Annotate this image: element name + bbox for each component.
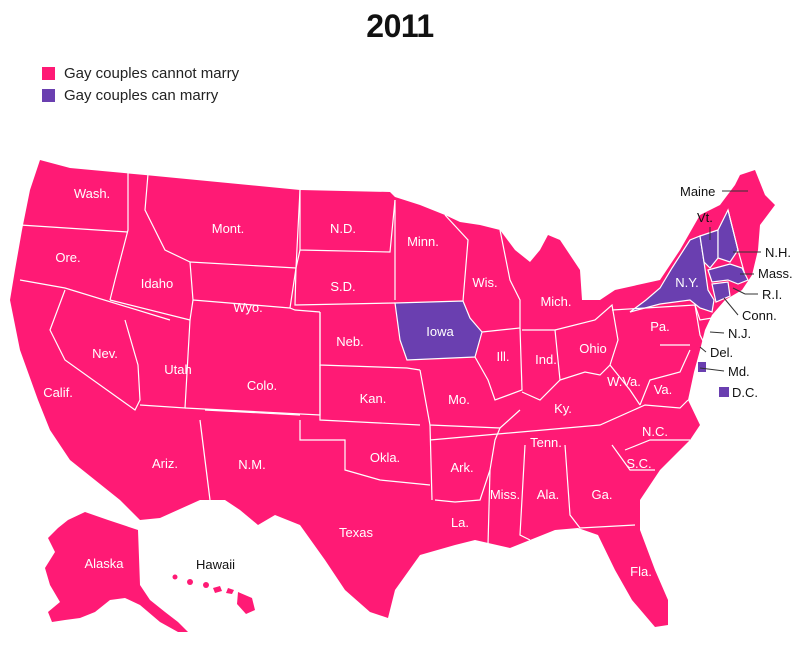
state-label-tenn: Tenn. — [530, 435, 562, 450]
state-label-vt: Vt. — [697, 210, 713, 225]
state-label-sd: S.D. — [330, 279, 355, 294]
state-label-nd: N.D. — [330, 221, 356, 236]
state-label-wyo: Wyo. — [233, 300, 263, 315]
state-label-texas: Texas — [339, 525, 373, 540]
legend-label-can-marry: Gay couples can marry — [64, 86, 219, 104]
state-label-colo: Colo. — [247, 378, 277, 393]
state-label-hawaii: Hawaii — [196, 557, 235, 572]
leader-del — [699, 346, 707, 353]
state-label-neb: Neb. — [336, 334, 363, 349]
state-borders — [19, 172, 746, 546]
state-label-alaska: Alaska — [84, 556, 124, 571]
state-label-conn: Conn. — [742, 308, 777, 323]
state-shape-iowa — [394, 300, 483, 361]
state-label-ind: Ind. — [535, 352, 557, 367]
state-shape-conn — [711, 281, 731, 303]
state-label-wash: Wash. — [74, 186, 110, 201]
state-label-ohio: Ohio — [579, 341, 606, 356]
leader-md — [699, 367, 725, 372]
state-label-minn: Minn. — [407, 234, 439, 249]
state-label-idaho: Idaho — [141, 276, 174, 291]
state-label-mont: Mont. — [212, 221, 245, 236]
state-label-sc: S.C. — [626, 456, 651, 471]
state-label-kan: Kan. — [360, 391, 387, 406]
state-label-calif: Calif. — [43, 385, 73, 400]
state-label-mass: Mass. — [758, 266, 793, 281]
state-shape-hawaii — [172, 574, 255, 614]
state-label-ala: Ala. — [537, 487, 559, 502]
state-label-ariz: Ariz. — [152, 456, 178, 471]
state-label-ga: Ga. — [592, 487, 613, 502]
state-label-ny: N.Y. — [675, 275, 699, 290]
state-label-fla: Fla. — [630, 564, 652, 579]
state-label-nh: N.H. — [765, 245, 791, 260]
state-label-ill: Ill. — [497, 349, 510, 364]
state-label-la: La. — [451, 515, 469, 530]
state-label-okla: Okla. — [370, 450, 400, 465]
state-shape-vt — [699, 229, 719, 269]
state-label-nev: Nev. — [92, 346, 118, 361]
state-label-maine: Maine — [680, 184, 715, 199]
legend-swatch-cannot-marry — [42, 66, 55, 80]
state-shape-mass — [707, 263, 749, 285]
state-label-dc: D.C. — [732, 385, 758, 400]
state-label-nc: N.C. — [642, 424, 668, 439]
legend-label-cannot-marry: Gay couples cannot marry — [64, 64, 240, 82]
state-label-nj: N.J. — [728, 326, 751, 341]
continental-us-shape — [10, 160, 775, 627]
state-shape-alaska — [45, 512, 188, 632]
state-label-miss: Miss. — [490, 487, 520, 502]
state-label-wis: Wis. — [472, 275, 497, 290]
leader-conn — [723, 297, 739, 316]
state-label-va: Va. — [654, 382, 673, 397]
state-label-ri: R.I. — [762, 287, 782, 302]
state-shape-nh — [717, 208, 739, 263]
legend-swatch-can-marry — [42, 88, 55, 102]
dc-swatch — [719, 387, 729, 397]
map-title: 2011 — [366, 8, 434, 44]
state-shape-dc — [698, 362, 706, 372]
leader-nj — [709, 331, 725, 334]
legend-item-can-marry: Gay couples can marry — [42, 84, 239, 106]
state-label-md: Md. — [728, 364, 750, 379]
state-label-mich: Mich. — [540, 294, 571, 309]
state-label-wva: W.Va. — [607, 374, 641, 389]
state-label-ark: Ark. — [450, 460, 473, 475]
state-label-mo: Mo. — [448, 392, 470, 407]
state-label-ky: Ky. — [554, 401, 572, 416]
leader-ri — [732, 287, 746, 295]
legend: Gay couples cannot marry Gay couples can… — [42, 62, 239, 106]
legend-item-cannot-marry: Gay couples cannot marry — [42, 62, 239, 84]
state-label-del: Del. — [710, 345, 733, 360]
state-label-ore: Ore. — [55, 250, 80, 265]
state-shape-ny — [629, 235, 715, 313]
state-label-nm: N.M. — [238, 457, 265, 472]
state-label-pa: Pa. — [650, 319, 670, 334]
state-label-utah: Utah — [164, 362, 191, 377]
state-label-iowa: Iowa — [426, 324, 454, 339]
